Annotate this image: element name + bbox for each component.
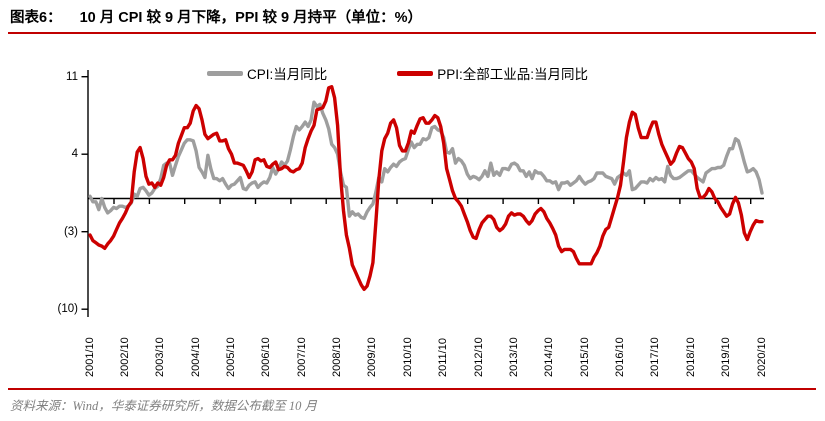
- x-axis-label: 2017/10: [649, 337, 661, 377]
- figure-title-text: 10 月 CPI 较 9 月下降，PPI 较 9 月持平（单位：%）: [79, 10, 422, 26]
- legend-item-cpi: CPI:当月同比: [207, 63, 327, 83]
- ppi-line-swatch: [397, 70, 434, 76]
- ppi-line: [88, 85, 764, 292]
- x-axis-label: 2005/10: [225, 337, 237, 377]
- x-axis-label: 2002/10: [119, 337, 131, 377]
- plot-svg: [81, 70, 764, 317]
- cpi-legend-label: CPI:当月同比: [247, 67, 328, 82]
- cpi-line: [88, 100, 764, 221]
- title-rule: [8, 32, 816, 34]
- footer-rule: [8, 388, 816, 390]
- figure-title: 图表6： 10 月 CPI 较 9 月下降，PPI 较 9 月持平（单位：%）: [10, 6, 422, 27]
- x-axis-label: 2004/10: [190, 337, 202, 377]
- x-axis-label: 2018/10: [685, 337, 697, 377]
- x-axis-label: 2019/10: [720, 337, 732, 377]
- y-axis-label: (10): [57, 303, 78, 315]
- ppi-legend-label: PPI:全部工业品:当月同比: [437, 67, 589, 82]
- x-axis-label: 2006/10: [260, 337, 272, 377]
- x-axis-label: 2011/10: [437, 338, 449, 377]
- x-axis-label: 2010/10: [402, 337, 414, 377]
- figure-label: 图表6：: [10, 10, 62, 26]
- y-axis-label: 11: [66, 71, 78, 83]
- x-axis-label: 2016/10: [614, 337, 626, 377]
- y-axis-label: 4: [71, 148, 78, 160]
- x-axis-label: 2013/10: [508, 337, 520, 377]
- x-axis-label: 2015/10: [579, 337, 591, 377]
- x-axis-label: 2008/10: [331, 337, 343, 377]
- x-axis-label: 2012/10: [473, 337, 485, 377]
- legend-item-ppi: PPI:全部工业品:当月同比: [397, 63, 588, 83]
- x-axis-label: 2003/10: [154, 337, 166, 377]
- source-note: 资料来源：Wind，华泰证券研究所，数据公布截至 10 月: [10, 399, 317, 413]
- chart-area: [0, 55, 825, 335]
- x-axis-label: 2001/10: [84, 337, 96, 377]
- x-axis-label: 2007/10: [296, 337, 308, 377]
- x-axis-label: 2014/10: [543, 337, 555, 377]
- y-axis-label: (3): [63, 226, 78, 238]
- cpi-line-swatch: [207, 70, 243, 76]
- chart-legend: CPI:当月同比 PPI:全部工业品:当月同比: [207, 63, 588, 83]
- x-axis-label: 2009/10: [366, 337, 378, 377]
- x-axis-label: 2020/10: [756, 337, 768, 377]
